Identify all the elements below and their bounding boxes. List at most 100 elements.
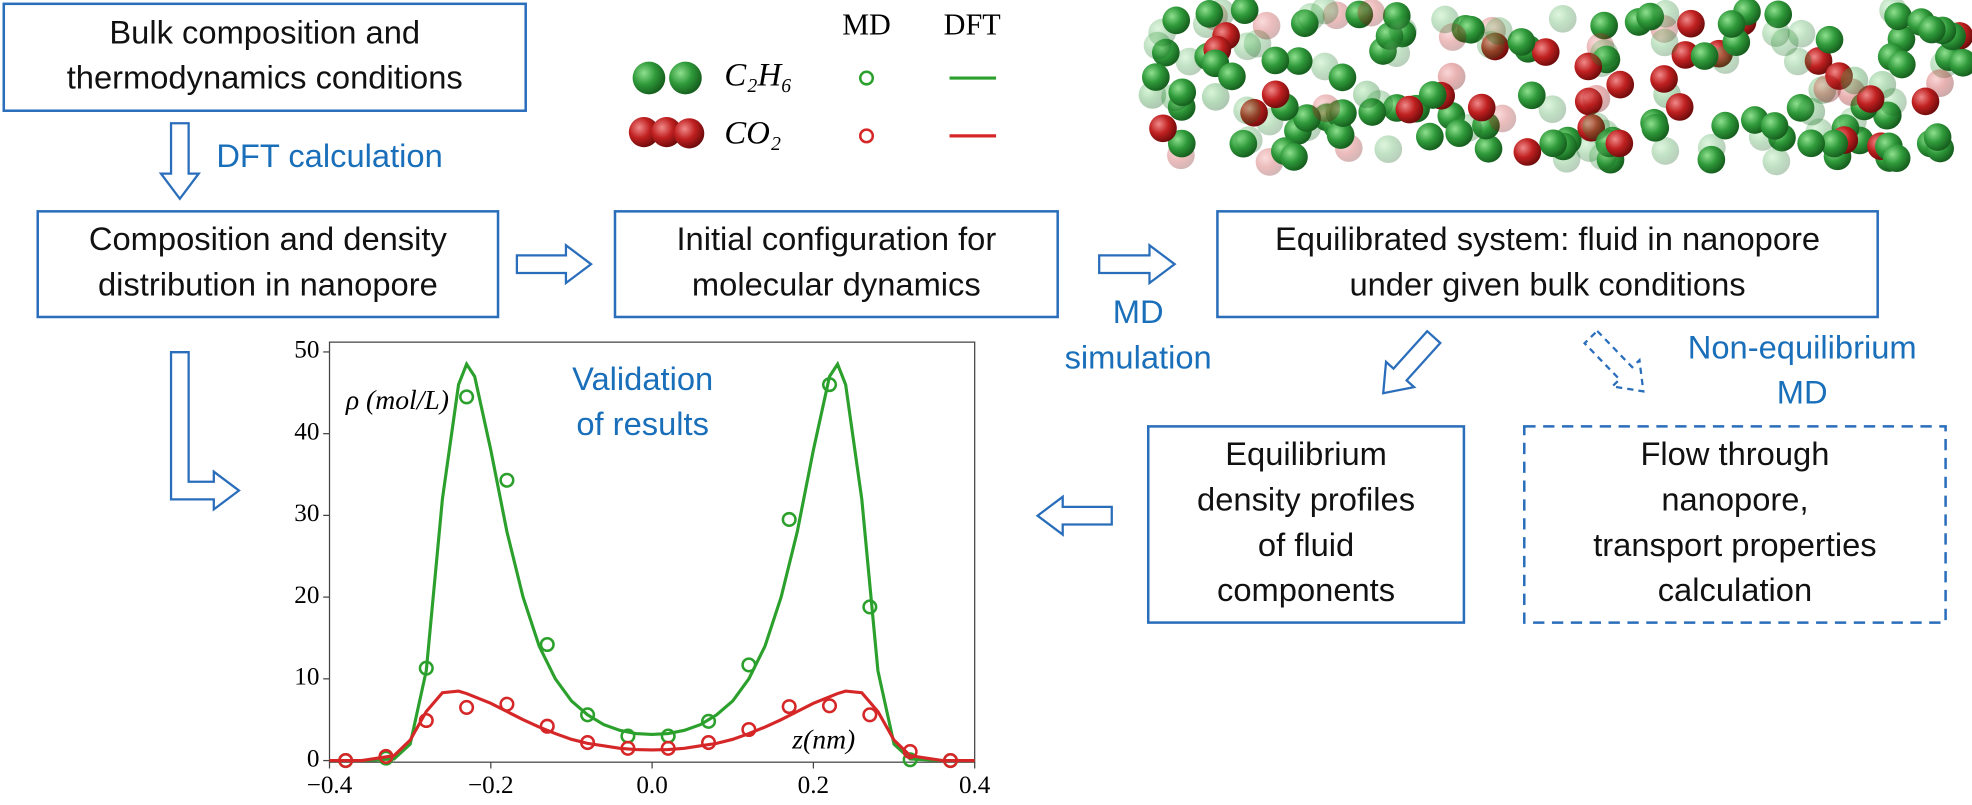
process-box bbox=[2, 2, 527, 112]
molecule bbox=[1697, 145, 1726, 174]
molecule bbox=[1804, 47, 1833, 75]
md-point bbox=[862, 707, 878, 723]
molecule bbox=[1760, 112, 1789, 140]
arrow-elbow bbox=[169, 351, 241, 512]
edge-label: of results bbox=[576, 405, 709, 442]
molecule bbox=[1474, 134, 1503, 163]
md-point bbox=[902, 752, 918, 768]
molecule bbox=[1312, 94, 1341, 123]
molecule bbox=[1677, 9, 1705, 38]
md-point bbox=[942, 753, 959, 769]
md-point bbox=[660, 728, 676, 744]
md-point bbox=[580, 735, 596, 751]
molecule bbox=[1926, 69, 1954, 97]
md-point bbox=[539, 636, 555, 653]
md-point bbox=[459, 699, 475, 715]
edge-label: Validation bbox=[572, 360, 713, 397]
md-point bbox=[701, 713, 717, 729]
md-point bbox=[821, 698, 838, 714]
x-tick-label: −0.2 bbox=[468, 772, 514, 799]
x-tick-label: 0.4 bbox=[959, 772, 991, 799]
box-label: components bbox=[1217, 571, 1395, 608]
dft-line bbox=[329, 689, 975, 763]
molecule bbox=[1711, 46, 1740, 74]
md-point bbox=[459, 389, 475, 405]
y-axis-label: ρ (mol/L) bbox=[345, 384, 449, 415]
md-point bbox=[701, 735, 717, 751]
box-label: Composition and density bbox=[89, 220, 448, 257]
process-box bbox=[613, 210, 1059, 319]
molecule bbox=[1230, 0, 1259, 25]
molecule bbox=[1840, 66, 1869, 95]
molecule bbox=[1416, 122, 1444, 151]
molecule bbox=[1431, 5, 1459, 34]
molecule bbox=[1143, 31, 1172, 60]
molecule bbox=[1382, 39, 1411, 67]
box-label: nanopore, bbox=[1661, 480, 1808, 517]
md-point bbox=[418, 712, 434, 729]
y-tick-label: 30 bbox=[294, 500, 319, 527]
md-point bbox=[499, 696, 515, 712]
molecule-icon bbox=[632, 61, 666, 95]
y-tick-label: 20 bbox=[294, 582, 319, 609]
molecule bbox=[1280, 143, 1308, 171]
molecule bbox=[1261, 46, 1290, 75]
molecule bbox=[1389, 17, 1417, 45]
legend-label: C₂H₆ bbox=[724, 58, 792, 94]
molecule bbox=[1233, 32, 1262, 61]
legend-header: MD bbox=[842, 8, 891, 42]
md-point bbox=[781, 511, 797, 528]
box-label: transport properties bbox=[1593, 526, 1876, 563]
md-point bbox=[660, 740, 676, 756]
molecule bbox=[1815, 25, 1844, 54]
md-point bbox=[862, 599, 878, 615]
arrow-left bbox=[1035, 494, 1113, 537]
molecule bbox=[1352, 80, 1381, 109]
molecule bbox=[1548, 5, 1577, 33]
molecule bbox=[1665, 93, 1694, 121]
md-point bbox=[539, 718, 555, 734]
molecule bbox=[1590, 11, 1619, 40]
molecule bbox=[1507, 28, 1536, 56]
molecule bbox=[1787, 19, 1816, 48]
molecule bbox=[1605, 129, 1634, 158]
x-tick-label: 0.2 bbox=[798, 772, 829, 799]
molecule bbox=[1326, 121, 1355, 149]
legend-marker bbox=[858, 70, 875, 86]
y-tick-label: 0 bbox=[307, 745, 320, 772]
y-tick-label: 10 bbox=[294, 664, 319, 691]
molecule bbox=[1167, 129, 1196, 158]
molecule bbox=[1690, 42, 1719, 70]
md-point bbox=[781, 699, 797, 715]
molecule bbox=[1797, 97, 1826, 126]
legend-marker bbox=[858, 128, 875, 144]
molecule-icon bbox=[628, 117, 660, 148]
arrow-diagonal bbox=[1381, 329, 1442, 395]
x-axis-label: z(nm) bbox=[791, 723, 855, 754]
molecule bbox=[1261, 80, 1290, 109]
molecule bbox=[1467, 93, 1496, 122]
arrow-down bbox=[158, 122, 201, 201]
molecule bbox=[1606, 70, 1635, 99]
md-point bbox=[580, 707, 596, 723]
molecule bbox=[1437, 62, 1466, 91]
molecule bbox=[1762, 147, 1791, 176]
molecule bbox=[1650, 28, 1679, 57]
molecule bbox=[1797, 129, 1825, 158]
molecule bbox=[1582, 85, 1611, 113]
process-box bbox=[1146, 425, 1466, 624]
box-label: calculation bbox=[1658, 571, 1812, 608]
molecule bbox=[1233, 96, 1261, 125]
molecule bbox=[1887, 50, 1916, 79]
arrow-right bbox=[515, 243, 593, 286]
molecule bbox=[1284, 47, 1313, 75]
box-label: of fluid bbox=[1258, 526, 1354, 563]
molecule bbox=[1949, 48, 1972, 77]
molecule bbox=[1641, 113, 1670, 142]
molecule bbox=[1651, 0, 1680, 28]
molecule bbox=[1395, 95, 1424, 124]
molecule bbox=[1650, 65, 1678, 93]
molecule bbox=[1538, 95, 1567, 124]
md-point bbox=[418, 660, 434, 676]
